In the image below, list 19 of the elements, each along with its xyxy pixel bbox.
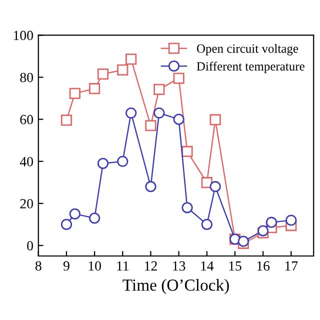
x-tick-label: 16 — [257, 261, 270, 271]
x-tick-label: 14 — [201, 261, 214, 270]
x-tick-label: 8 — [35, 261, 42, 271]
x-tick-label: 15 — [229, 261, 242, 271]
y-tick-label: 60 — [20, 114, 34, 124]
y-tick-label: 0 — [27, 241, 34, 250]
y-tick-label: 20 — [20, 199, 34, 208]
y-tick-label: 100 — [14, 30, 34, 40]
x-tick-label: 12 — [145, 261, 157, 270]
x-tick-label: 9 — [63, 261, 70, 271]
x-tick-label: 11 — [117, 261, 128, 270]
x-axis-title: Time (O’Clock) — [122, 279, 229, 294]
y-tick-label: 80 — [20, 72, 34, 82]
x-tick-label: 17 — [285, 261, 298, 270]
x-tick-label: 13 — [173, 261, 186, 271]
legend-label: Open circuit voltage — [196, 44, 298, 56]
x-tick-label: 10 — [88, 261, 101, 271]
y-tick-label: 40 — [20, 156, 34, 166]
legend-label: Different temperature — [196, 62, 304, 74]
